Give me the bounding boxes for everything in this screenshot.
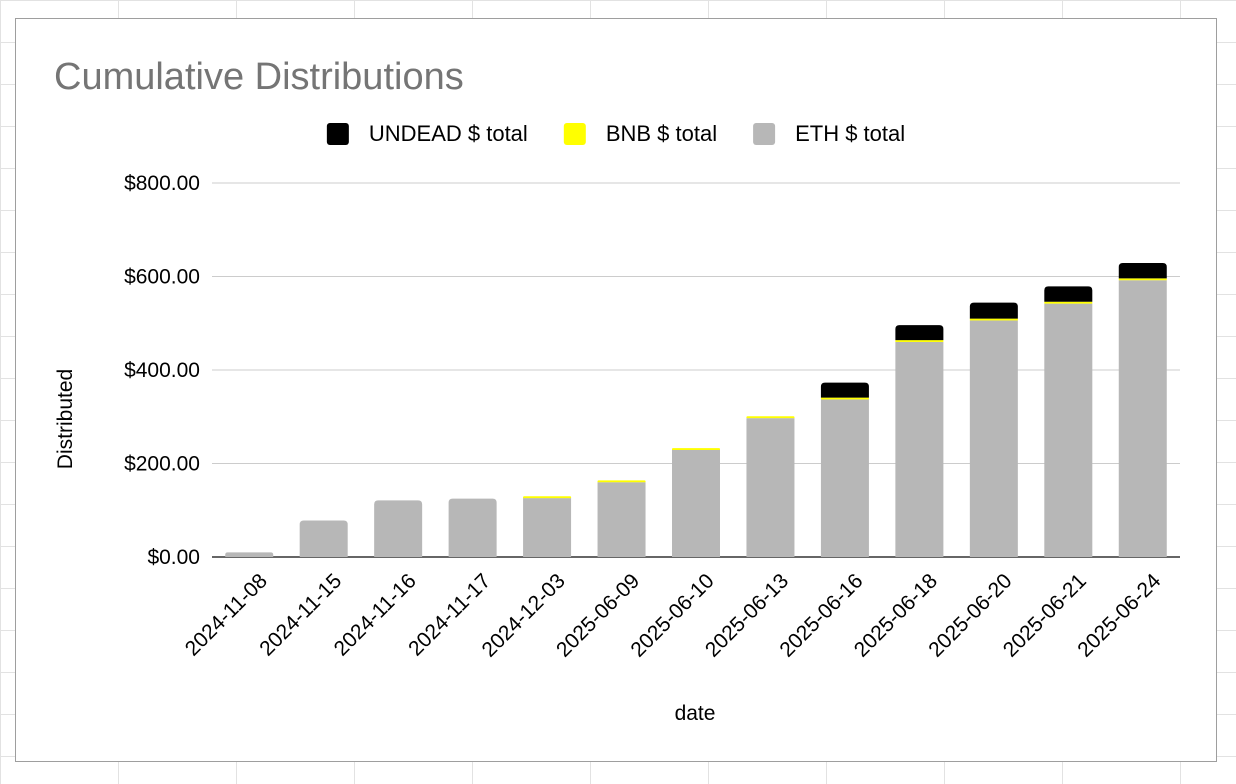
- legend-swatch: [563, 123, 586, 145]
- bar-stack: [374, 500, 423, 557]
- legend-item: UNDEAD $ total: [326, 121, 528, 146]
- bar-stack: [299, 520, 348, 557]
- legend-item: ETH $ total: [753, 121, 905, 146]
- bar-segment-bnb: [1044, 301, 1093, 304]
- bar-segment-bnb: [672, 448, 720, 450]
- legend-label: ETH $ total: [795, 121, 905, 146]
- bar-stack: [1044, 286, 1093, 557]
- x-axis-title: date: [675, 702, 716, 725]
- bar-stack: [523, 496, 572, 557]
- bar-segment-undead: [895, 325, 944, 341]
- bar-segment-eth: [523, 498, 572, 557]
- bar-segment-bnb: [523, 496, 572, 499]
- bar-segment-eth: [1044, 303, 1093, 557]
- bar-segment-bnb: [895, 340, 944, 342]
- y-tick-label: $400.00: [124, 359, 200, 382]
- bar-stack: [597, 480, 646, 557]
- bar-segment-eth: [374, 500, 423, 557]
- bar-segment-eth: [969, 320, 1018, 557]
- bar-segment-eth: [225, 552, 274, 557]
- legend: UNDEAD $ total BNB $ total ETH $ total: [326, 121, 905, 146]
- y-tick-label: $0.00: [147, 546, 200, 569]
- chart-title: Cumulative Distributions: [54, 56, 464, 98]
- bar-segment-undead: [820, 382, 869, 398]
- bar-segment-eth: [820, 399, 869, 557]
- bar-segment-bnb: [1118, 278, 1167, 281]
- bar-stack: [746, 416, 795, 557]
- x-axis-ticks: 2024-11-082024-11-152024-11-162024-11-17…: [181, 569, 1166, 661]
- legend-swatch: [753, 123, 776, 145]
- y-axis-title: Distributed: [54, 369, 77, 469]
- chart-canvas: Cumulative Distributions UNDEAD $ total B…: [54, 56, 1180, 725]
- bar-stack: [820, 382, 869, 557]
- legend-swatch: [326, 123, 349, 145]
- bar-stack: [1118, 262, 1167, 557]
- bar-segment-eth: [746, 418, 795, 557]
- bar-segment-eth: [672, 449, 720, 557]
- bar-segment-eth: [895, 341, 944, 557]
- bar-segment-bnb: [597, 480, 646, 483]
- legend-item: BNB $ total: [563, 121, 717, 146]
- bar-stack: [448, 498, 497, 557]
- bar-segment-eth: [299, 520, 348, 557]
- bar-segment-undead: [1044, 286, 1093, 302]
- y-tick-label: $800.00: [124, 172, 200, 195]
- bar-segment-undead: [969, 302, 1018, 319]
- bar-segment-bnb: [820, 397, 869, 400]
- bar-stack: [969, 302, 1018, 557]
- legend-label: UNDEAD $ total: [369, 121, 528, 146]
- y-tick-label: $200.00: [124, 453, 200, 476]
- bar-stack: [225, 552, 274, 557]
- bar-segment-eth: [1118, 280, 1167, 557]
- chart-card: Cumulative Distributions UNDEAD $ total B…: [15, 18, 1217, 762]
- legend-label: BNB $ total: [606, 121, 717, 146]
- bars: [225, 262, 1167, 557]
- bar-stack: [895, 325, 944, 557]
- bar-stack: [672, 448, 720, 557]
- bar-segment-bnb: [969, 318, 1018, 321]
- y-tick-label: $600.00: [124, 266, 200, 289]
- bar-segment-undead: [1118, 262, 1167, 279]
- bar-segment-eth: [597, 482, 646, 557]
- y-axis-ticks: $0.00 $200.00 $400.00 $600.00 $800.00: [124, 172, 200, 569]
- bar-segment-eth: [448, 498, 497, 557]
- bar-segment-bnb: [746, 416, 795, 419]
